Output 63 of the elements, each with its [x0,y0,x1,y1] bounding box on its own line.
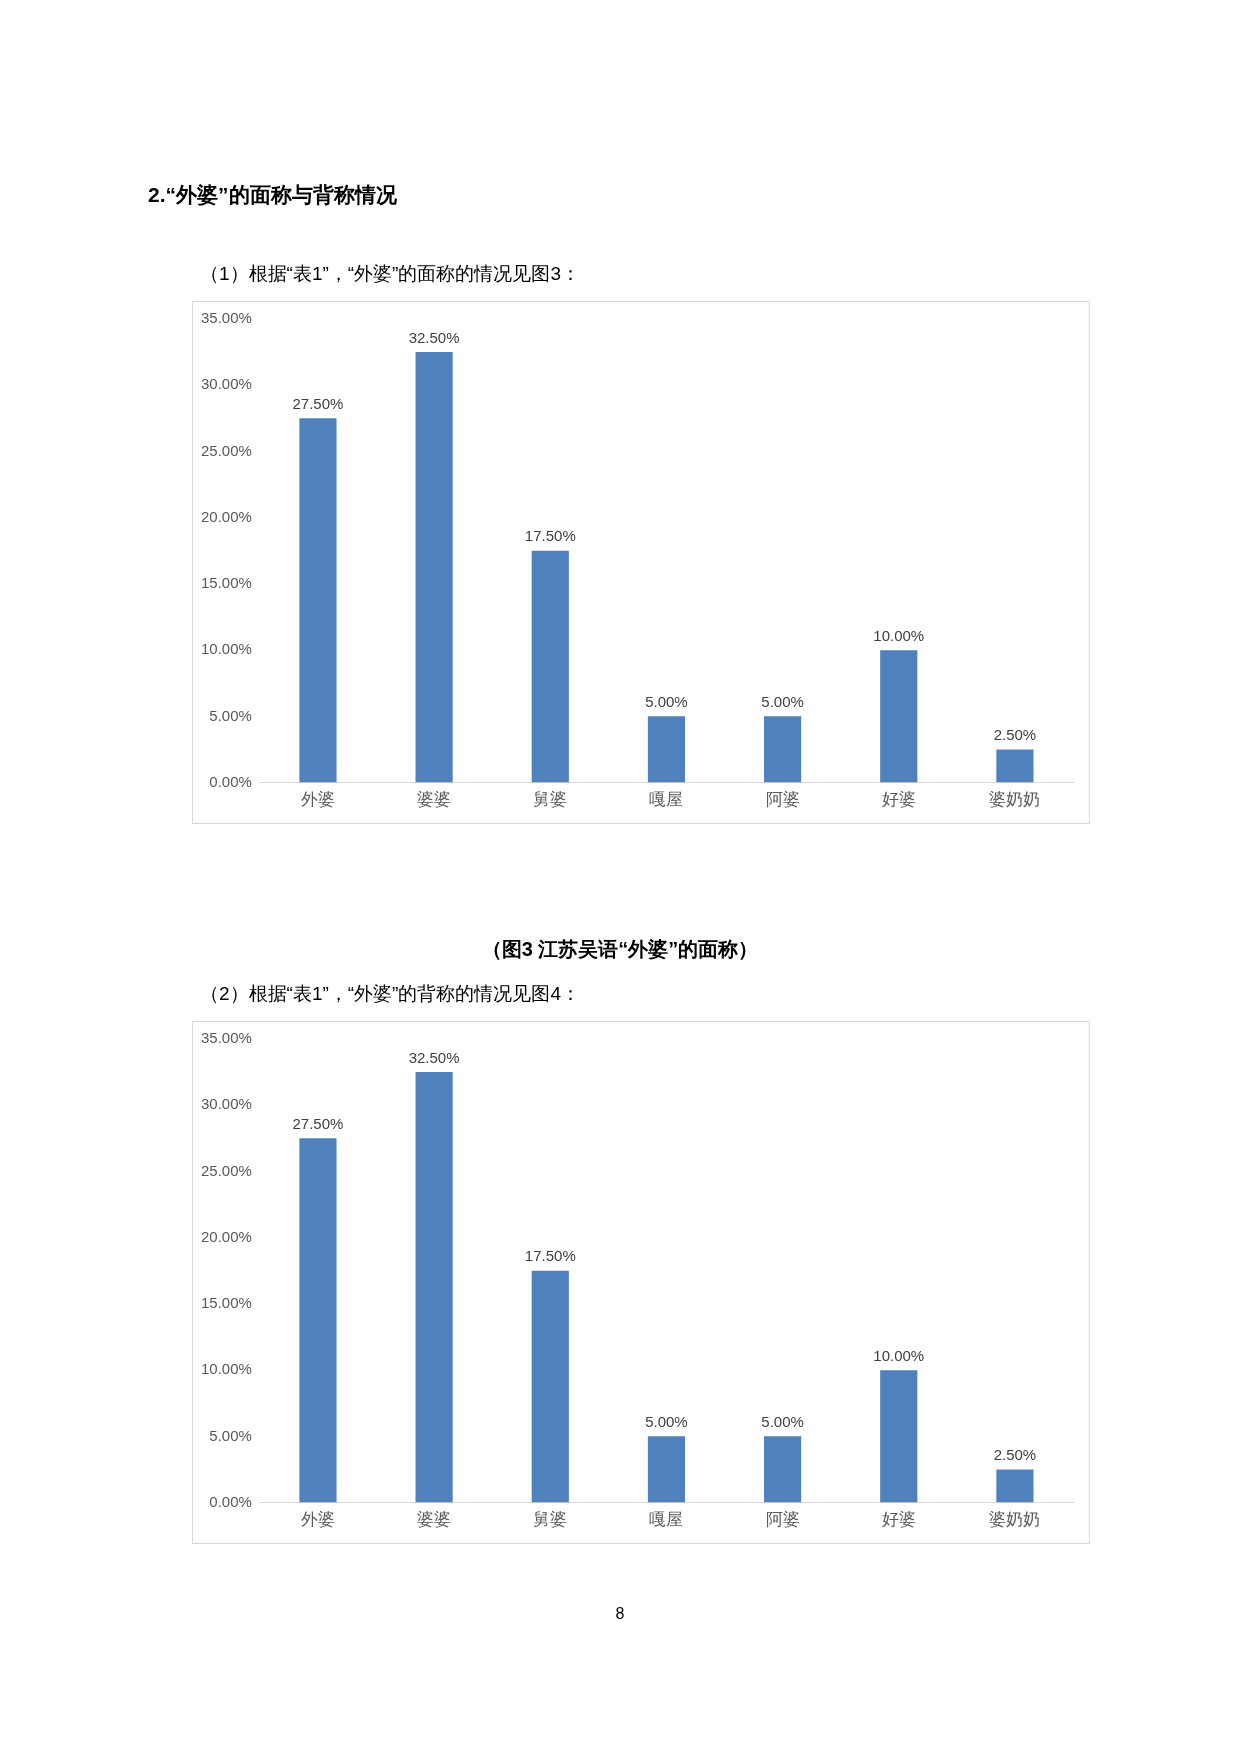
y-tick-label: 25.00% [201,441,252,459]
bar [880,1370,918,1503]
bar [996,749,1034,783]
text: （1）根据“表1”，“外婆”的面称的情况见图3： [200,262,581,286]
x-tick-label: 嘎屋 [649,790,684,810]
y-tick-label: 5.00% [209,1426,252,1444]
data-label: 32.50% [408,1048,460,1066]
y-tick-label: 35.00% [201,1029,252,1047]
x-tick-label: 好婆 [881,1510,916,1530]
data-label: 10.00% [873,626,925,644]
data-label: 5.00% [645,1413,688,1431]
data-label: 27.50% [292,394,344,412]
y-tick-label: 0.00% [209,1492,252,1510]
data-label: 17.50% [524,527,576,545]
x-tick-label: 舅婆 [533,790,568,810]
data-label: 5.00% [645,693,688,711]
text: 8 [614,1605,626,1623]
data-label: 2.50% [993,726,1037,744]
bar [299,1138,337,1503]
x-tick-label: 好婆 [881,790,916,810]
x-tick-label: 婆奶奶 [989,790,1041,810]
y-tick-label: 15.00% [201,1294,252,1312]
y-tick-label: 20.00% [201,507,252,525]
x-tick-label: 婆婆 [417,790,452,810]
data-label: 32.50% [408,328,460,346]
text: （2）根据“表1”，“外婆”的背称的情况见图4： [200,982,581,1006]
bar [880,650,918,783]
x-tick-label: 婆奶奶 [989,1510,1041,1530]
bar [531,550,569,783]
y-tick-label: 20.00% [201,1227,252,1245]
x-tick-label: 舅婆 [533,1510,568,1530]
text: （图3 江苏吴语“外婆”的面称） [480,937,760,962]
y-tick-label: 10.00% [201,1360,252,1378]
x-tick-label: 阿婆 [765,1510,800,1530]
data-label: 17.50% [524,1247,576,1265]
x-tick-label: 阿婆 [765,790,800,810]
bar [996,1469,1034,1503]
data-label: 27.50% [292,1114,344,1132]
x-tick-label: 外婆 [300,790,335,810]
y-tick-label: 25.00% [201,1161,252,1179]
x-tick-label: 外婆 [300,1510,335,1530]
bar [415,352,453,783]
data-label: 5.00% [761,693,804,711]
bar [647,716,686,783]
data-label: 5.00% [761,1413,804,1431]
x-tick-label: 婆婆 [417,1510,452,1530]
bar [764,1436,802,1503]
x-tick-label: 嘎屋 [649,1510,684,1530]
text: 2.“外婆”的面称与背称情况 [148,182,397,208]
y-tick-label: 15.00% [201,574,252,592]
data-label: 2.50% [993,1446,1037,1464]
y-tick-label: 30.00% [201,1095,252,1113]
y-tick-label: 10.00% [201,640,252,658]
bar [764,716,802,783]
data-label: 10.00% [873,1346,925,1364]
y-tick-label: 0.00% [209,772,252,790]
y-tick-label: 5.00% [209,706,252,724]
bar [299,418,337,783]
bar [647,1436,686,1503]
bar [415,1072,453,1503]
y-tick-label: 30.00% [201,375,252,393]
bar [531,1270,569,1503]
y-tick-label: 35.00% [201,309,252,327]
